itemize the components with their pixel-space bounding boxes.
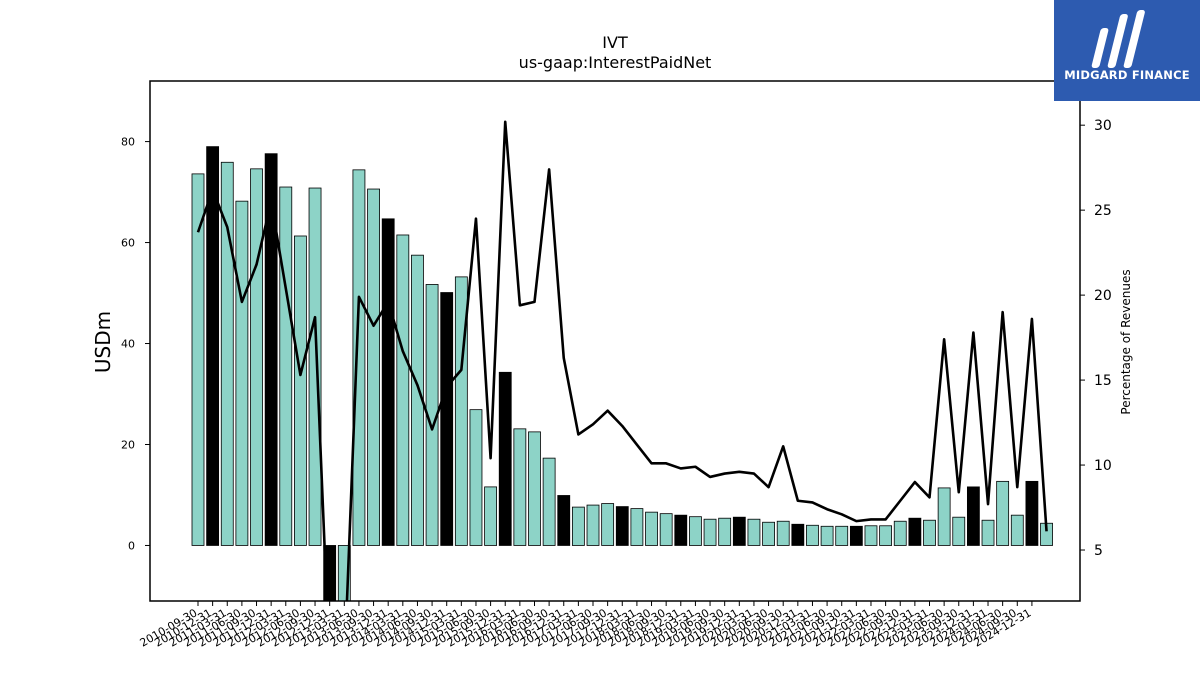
bar [469, 409, 483, 546]
bar [294, 235, 307, 546]
y2-axis-label: Percentage of Revenues [1119, 269, 1133, 414]
brand-logo-text: MIDGARD FINANCE [1064, 68, 1190, 82]
bar [718, 517, 732, 546]
bar [820, 525, 834, 546]
bar [1010, 514, 1024, 546]
bar [586, 504, 600, 546]
bar [571, 506, 585, 546]
bar [367, 188, 380, 546]
bar [908, 517, 922, 546]
bar [279, 186, 293, 546]
bar [498, 371, 512, 546]
y-tick-label: 40 [121, 338, 135, 351]
bar [630, 508, 644, 546]
bar [659, 513, 673, 546]
bar [849, 525, 863, 546]
chart-title: IVT [602, 33, 628, 52]
bar [893, 520, 907, 546]
bar [235, 200, 249, 546]
y2-tick-label: 20 [1094, 288, 1112, 304]
bar [835, 525, 849, 546]
bar [776, 520, 790, 546]
bar [528, 431, 541, 546]
bar [220, 161, 234, 546]
bar [206, 146, 220, 546]
y-tick-label: 0 [128, 539, 135, 552]
chart-subtitle: us-gaap:InterestPaidNet [519, 53, 712, 72]
bar [396, 234, 410, 546]
bar [352, 169, 366, 546]
plot-frame [149, 80, 1081, 602]
logo-bar-left-icon [1091, 28, 1109, 68]
y2-tick-label: 10 [1094, 458, 1112, 474]
bar [513, 428, 527, 546]
bar [484, 486, 498, 546]
bar [747, 518, 761, 546]
plot-area: 020406080510152025302010-09-302010-12-31… [121, 80, 1112, 650]
bar [674, 514, 688, 546]
bar [996, 480, 1010, 546]
bar [689, 516, 702, 546]
bar [645, 511, 658, 546]
plot-series [191, 120, 1053, 601]
bar [762, 521, 775, 546]
y2-tick-label: 30 [1094, 118, 1112, 134]
bar [966, 486, 980, 546]
y2-tick-label: 5 [1094, 543, 1103, 559]
y2-tick-label: 25 [1094, 203, 1112, 219]
bar [250, 168, 263, 546]
bar [542, 457, 556, 546]
bar [952, 516, 966, 546]
brand-logo: MIDGARD FINANCE [1054, 0, 1200, 101]
revenue-percentage-line [196, 120, 1048, 601]
logo-bar-center-icon [1107, 14, 1128, 68]
bar [703, 518, 717, 546]
bar [557, 495, 571, 546]
y-tick-label: 60 [121, 237, 135, 250]
y-axis-label: USDm [91, 311, 115, 373]
bar [264, 153, 278, 546]
bar [440, 292, 454, 546]
y-tick-label: 80 [121, 136, 135, 149]
bar [308, 187, 322, 546]
y2-tick-label: 15 [1094, 373, 1112, 389]
bar [191, 173, 205, 546]
bar [381, 218, 395, 546]
bar [923, 519, 936, 546]
bar [937, 487, 951, 546]
brand-logo-mark [1054, 0, 1200, 101]
bar [864, 525, 878, 546]
bar [879, 525, 893, 546]
logo-bar-right-icon [1123, 10, 1145, 68]
bar [732, 516, 746, 546]
bar [806, 524, 819, 546]
bar [1025, 480, 1039, 546]
bar [615, 506, 629, 546]
bar [791, 523, 805, 546]
bar [601, 503, 615, 546]
bar [981, 519, 995, 546]
y-tick-label: 20 [121, 438, 135, 451]
